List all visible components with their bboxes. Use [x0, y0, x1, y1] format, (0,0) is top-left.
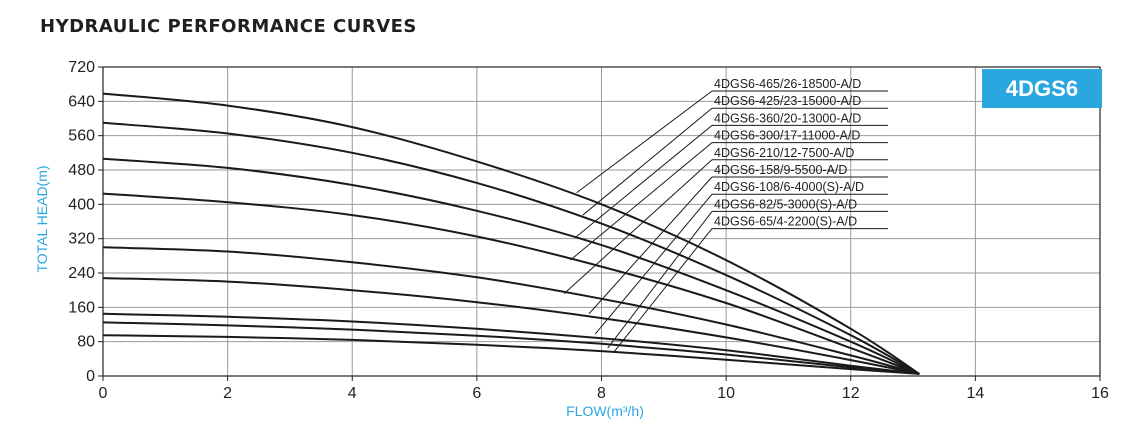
leader-lines — [563, 90, 888, 353]
x-tick-label: 6 — [472, 385, 481, 402]
x-tick-label: 10 — [717, 385, 735, 402]
badge-text: 4DGS6 — [1006, 76, 1078, 101]
page-title: HYDRAULIC PERFORMANCE CURVES — [40, 16, 417, 37]
curve-label: 4DGS6-360/20-13000-A/D — [714, 111, 861, 125]
y-tick-label: 560 — [68, 128, 95, 145]
curve-label: 4DGS6-425/23-15000-A/D — [714, 94, 861, 108]
curve-line — [102, 121, 920, 375]
y-tick-label: 720 — [68, 59, 95, 76]
curve-label: 4DGS6-82/5-3000(S)-A/D — [714, 197, 857, 211]
y-tick-label: 160 — [68, 299, 95, 316]
plot-frame — [102, 66, 1101, 377]
curve-line — [102, 312, 920, 375]
y-tick-label: 480 — [68, 162, 95, 179]
leader-line — [576, 125, 713, 237]
curve-label: 4DGS6-108/6-4000(S)-A/D — [714, 180, 864, 194]
badge-background — [982, 69, 1102, 108]
curve-label: 4DGS6-65/4-2200(S)-A/D — [714, 215, 857, 229]
leader-line — [582, 107, 713, 216]
badge: 4DGS6 — [982, 69, 1102, 108]
leader-line — [613, 228, 713, 353]
x-tick-label: 4 — [348, 385, 357, 402]
x-tick-label: 8 — [597, 385, 606, 402]
leader-line — [570, 142, 713, 261]
leader-line — [563, 159, 713, 294]
curve-label: 4DGS6-158/9-5500-A/D — [714, 163, 847, 177]
curve-line — [102, 157, 920, 375]
y-tick-label: 640 — [68, 93, 95, 110]
curve-line — [102, 92, 920, 375]
curve-line — [102, 277, 920, 375]
grid — [102, 66, 1101, 377]
curve-line — [102, 192, 920, 375]
curve-label: 4DGS6-300/17-11000-A/D — [714, 129, 860, 143]
y-tick-label: 320 — [68, 231, 95, 248]
curve-line — [102, 246, 920, 375]
curve-labels: 4DGS6-465/26-18500-A/D 4DGS6-425/23-15000… — [714, 77, 864, 229]
y-tick-label: 400 — [68, 196, 95, 213]
y-axis-label: TOTAL HEAD(m) — [34, 165, 50, 272]
leader-line — [588, 176, 713, 315]
leader-line — [576, 90, 713, 194]
y-tick-label: 240 — [68, 265, 95, 282]
x-tick-label: 0 — [99, 385, 108, 402]
x-tick-label: 2 — [223, 385, 232, 402]
leader-line — [594, 193, 713, 335]
curve-line — [102, 321, 920, 375]
curve-label: 4DGS6-210/12-7500-A/D — [714, 146, 854, 160]
x-tick-label: 12 — [842, 385, 860, 402]
leader-line — [607, 211, 713, 349]
x-axis-label: FLOW(m³/h) — [566, 403, 644, 419]
y-tick-label: 0 — [86, 368, 95, 385]
y-tick-label: 80 — [77, 334, 95, 351]
x-tick-label: 14 — [966, 385, 984, 402]
curves — [102, 92, 920, 375]
curve-label: 4DGS6-465/26-18500-A/D — [714, 77, 861, 91]
curve-line — [102, 334, 920, 375]
x-tick-label: 16 — [1091, 385, 1109, 402]
